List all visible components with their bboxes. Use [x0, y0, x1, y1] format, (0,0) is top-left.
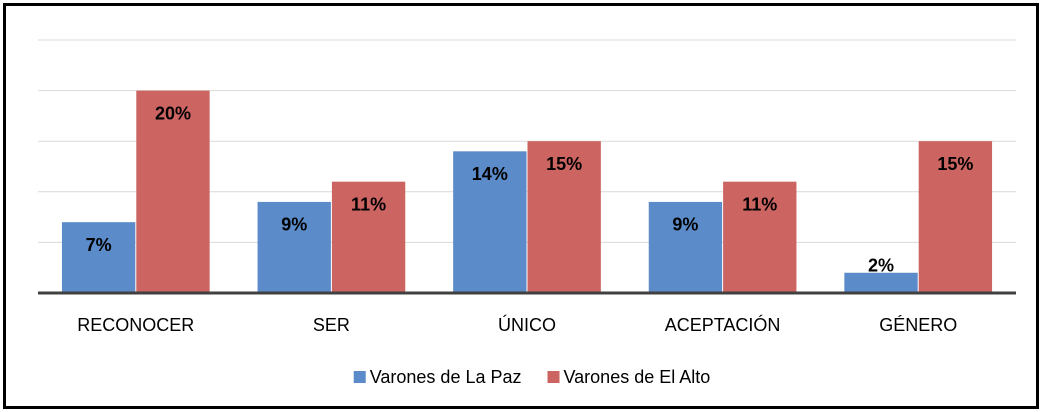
- bar: [723, 181, 797, 293]
- x-tick-label: ACEPTACIÓN: [665, 314, 781, 335]
- data-label: 2%: [868, 256, 894, 276]
- bar: [257, 201, 331, 293]
- data-label: 15%: [937, 154, 973, 174]
- data-label: 20%: [155, 103, 191, 123]
- bar: [527, 141, 601, 293]
- legend-label: Varones de El Alto: [564, 367, 711, 387]
- x-tick-label: RECONOCER: [77, 315, 194, 335]
- legend-label: Varones de La Paz: [370, 367, 522, 387]
- data-label: 11%: [742, 194, 777, 214]
- bar: [453, 151, 527, 293]
- bar: [136, 90, 210, 293]
- x-tick-label: SER: [313, 315, 350, 335]
- bar: [844, 272, 918, 293]
- data-label: 11%: [351, 194, 386, 214]
- bar: [918, 141, 993, 293]
- x-tick-label: ÚNICO: [498, 314, 556, 335]
- bar: [331, 181, 406, 293]
- legend-swatch: [547, 371, 560, 383]
- bar: [61, 222, 136, 293]
- data-label: 15%: [546, 154, 582, 174]
- x-tick-label: GÉNERO: [879, 315, 957, 335]
- legend-swatch: [353, 371, 366, 383]
- data-label: 14%: [472, 164, 508, 184]
- data-label: 7%: [86, 235, 112, 255]
- bar: [648, 201, 723, 293]
- data-label: 9%: [672, 215, 698, 235]
- data-label: 9%: [281, 215, 307, 235]
